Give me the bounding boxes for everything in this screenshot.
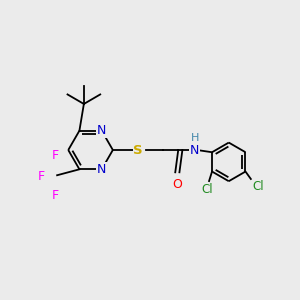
Text: F: F bbox=[52, 149, 59, 162]
Text: F: F bbox=[52, 189, 59, 202]
Text: S: S bbox=[133, 143, 143, 157]
Text: Cl: Cl bbox=[202, 183, 213, 196]
Text: N: N bbox=[97, 163, 106, 176]
Text: N: N bbox=[190, 143, 199, 157]
Text: H: H bbox=[190, 134, 199, 143]
Text: F: F bbox=[38, 170, 45, 183]
Text: N: N bbox=[97, 124, 106, 137]
Text: Cl: Cl bbox=[252, 181, 264, 194]
Text: O: O bbox=[172, 178, 182, 190]
